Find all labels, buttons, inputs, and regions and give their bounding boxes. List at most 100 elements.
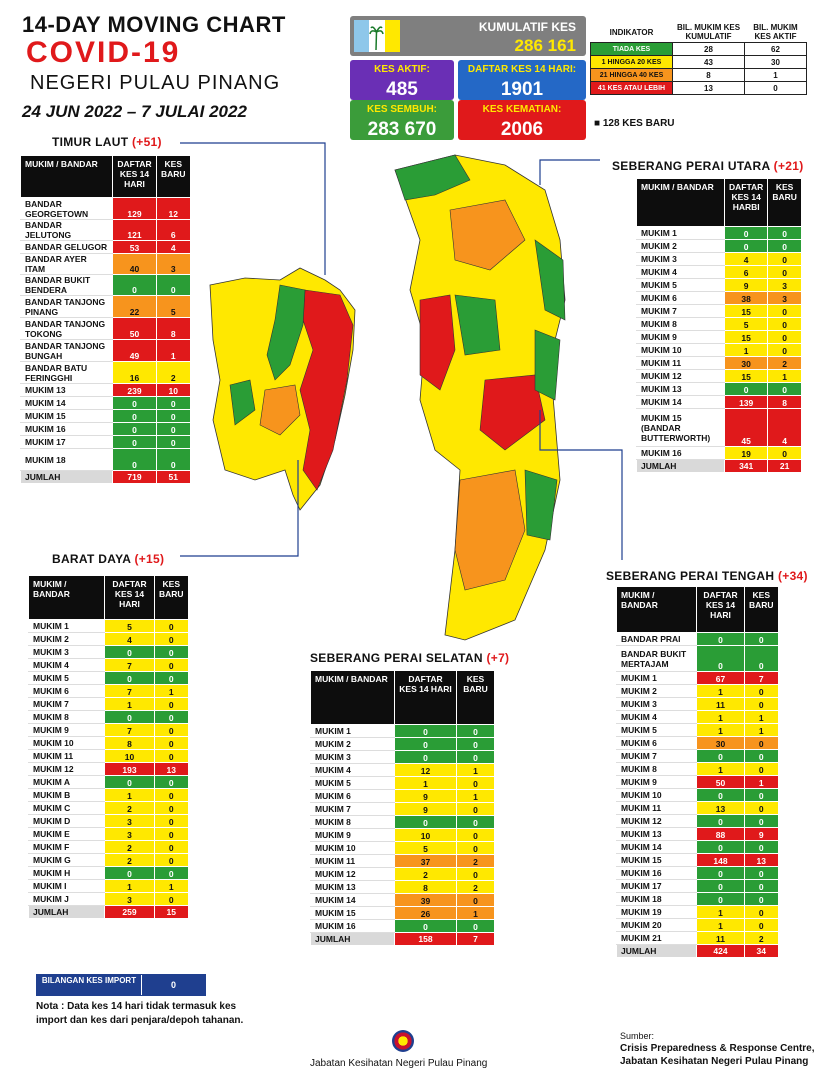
row-name: BANDAR BATU FERINGGHI: [20, 361, 113, 384]
mainland-green-zone-tengah: [534, 329, 561, 401]
row-daftar-value: 0: [104, 710, 155, 724]
row-name: MUKIM 2: [310, 737, 395, 751]
row-name: BANDAR AYER ITAM: [20, 253, 113, 275]
row-name: BANDAR TANJONG BUNGAH: [20, 339, 113, 362]
total-daftar-value: 341: [723, 459, 769, 473]
table-row: MUKIM 14 139 8: [636, 395, 802, 409]
total-baru-value: 51: [156, 470, 191, 484]
kumulatif-tile: KUMULATIF KES 286 161: [350, 16, 586, 56]
row-baru-value: 0: [154, 866, 189, 880]
connector-spu: [539, 159, 600, 185]
timur-laut-plus: (+51): [131, 135, 162, 149]
row-name: MUKIM 7: [310, 802, 395, 816]
row-baru-value: 0: [456, 815, 495, 829]
sps-table: MUKIM / BANDAR DAFTAR KES 14 HARI KES BARU…: [310, 670, 495, 946]
total-baru-value: 21: [767, 459, 802, 473]
table-row: MUKIM 9 10 0: [310, 828, 495, 842]
sembuh-tile: KES SEMBUH: 283 670: [350, 100, 454, 140]
row-daftar-value: 0: [104, 671, 155, 685]
jata-emblem-icon: [392, 1030, 414, 1052]
row-baru-value: 0: [154, 632, 189, 646]
row-baru-value: 13: [154, 762, 189, 776]
row-daftar-value: 1: [696, 762, 745, 776]
region-title-spu: SEBERANG PERAI UTARA (+21): [612, 159, 804, 173]
island-green-zone: [266, 284, 306, 381]
table-row: BANDAR TANJONG PINANG 22 5: [20, 295, 191, 318]
header-line1: 14-DAY MOVING CHART: [22, 12, 286, 37]
import-label: BILANGAN KES IMPORT: [37, 975, 141, 995]
row-name: MUKIM 7: [28, 697, 105, 711]
row-name: MUKIM 18: [616, 892, 697, 906]
row-daftar-value: 9: [394, 802, 457, 816]
table-row: MUKIM 10 1 0: [636, 343, 802, 357]
row-baru-value: 1: [154, 879, 189, 893]
row-daftar-value: 0: [394, 724, 457, 738]
row-name: MUKIM 10: [616, 788, 697, 802]
row-baru-value: 0: [744, 645, 779, 672]
table-row: MUKIM 11 10 0: [28, 749, 189, 763]
row-name: MUKIM F: [28, 840, 105, 854]
row-baru-value: 0: [767, 265, 802, 279]
import-value: 0: [141, 975, 205, 995]
row-name: MUKIM 4: [310, 763, 395, 777]
table-row: MUKIM 14 39 0: [310, 893, 495, 907]
row-name: MUKIM 3: [310, 750, 395, 764]
sps-col-header: KES BARU: [456, 670, 495, 725]
row-name: MUKIM 14: [636, 395, 725, 409]
kematian-tile: KES KEMATIAN: 2006: [458, 100, 586, 140]
row-daftar-value: 148: [696, 853, 745, 867]
row-baru-value: 0: [154, 658, 189, 672]
footer-org: Jabatan Kesihatan Negeri Pulau Pinang: [310, 1058, 488, 1069]
row-baru-value: 1: [456, 906, 495, 920]
region-title-spt: SEBERANG PERAI TENGAH (+34): [606, 569, 808, 583]
row-name: MUKIM 7: [636, 304, 725, 318]
row-baru-value: 0: [154, 749, 189, 763]
source-line2: Jabatan Kesihatan Negeri Pulau Pinang: [620, 1056, 809, 1067]
timur-laut-table: MUKIM / BANDAR DAFTAR KES 14 HARI KES BARU…: [20, 155, 191, 484]
row-daftar-value: 8: [104, 736, 155, 750]
row-baru-value: 2: [156, 361, 191, 384]
row-baru-value: 1: [744, 775, 779, 789]
table-row: MUKIM 20 1 0: [616, 918, 779, 932]
source-line1: Crisis Preparedness & Response Centre,: [620, 1043, 815, 1054]
table-row: MUKIM 6 38 3: [636, 291, 802, 305]
row-name: MUKIM 12: [28, 762, 105, 776]
spu-plus: (+21): [773, 159, 804, 173]
row-daftar-value: 0: [394, 737, 457, 751]
row-baru-value: 0: [744, 918, 779, 932]
indicator-label: 21 HINGGA 40 KES: [590, 68, 673, 82]
table-row: MUKIM 16 0 0: [616, 866, 779, 880]
row-baru-value: 2: [456, 854, 495, 868]
row-baru-value: 0: [156, 409, 191, 423]
row-name: MUKIM 4: [636, 265, 725, 279]
row-name: MUKIM 11: [616, 801, 697, 815]
row-daftar-value: 1: [394, 776, 457, 790]
row-name: BANDAR BUKIT MERTAJAM: [616, 645, 697, 672]
row-baru-value: 0: [767, 343, 802, 357]
row-name: MUKIM J: [28, 892, 105, 906]
row-daftar-value: 0: [112, 396, 157, 410]
row-daftar-value: 193: [104, 762, 155, 776]
row-baru-value: 0: [154, 892, 189, 906]
row-name: MUKIM 11: [28, 749, 105, 763]
row-baru-value: 1: [744, 723, 779, 737]
row-daftar-value: 0: [696, 814, 745, 828]
barat-daya-title: BARAT DAYA: [52, 552, 131, 566]
table-row: MUKIM 16 0 0: [310, 919, 495, 933]
row-baru-value: 7: [744, 671, 779, 685]
row-name: MUKIM 1: [616, 671, 697, 685]
row-name: MUKIM 16: [310, 919, 395, 933]
row-baru-value: 0: [456, 867, 495, 881]
timur_laut-col-header: DAFTAR KES 14 HARI: [112, 155, 157, 198]
indicator-header: INDIKATOR: [609, 27, 654, 37]
row-name: MUKIM 10: [636, 343, 725, 357]
